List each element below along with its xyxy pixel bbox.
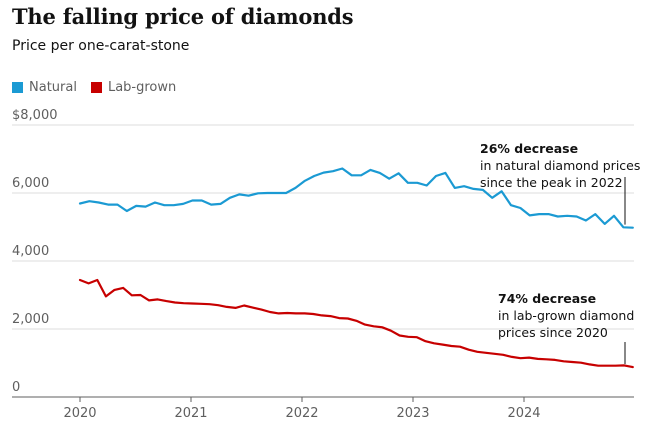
x-tick-label-2021: 2021	[174, 406, 207, 421]
annotation-lab-grown-heading: 74% decrease	[498, 291, 596, 306]
annotation-lab-grown-line-1: in lab-grown diamond	[498, 308, 634, 323]
y-tick-label-8000: $8,000	[12, 108, 58, 123]
series-lines	[78, 167, 634, 369]
chart-title: The falling price of diamonds	[12, 4, 354, 29]
legend-label-lab-grown: Lab-grown	[107, 80, 177, 95]
legend-item-natural: Natural	[12, 80, 77, 95]
legend-swatch-lab-grown	[90, 82, 102, 93]
gridlines	[12, 124, 634, 330]
annotation-natural-heading: 26% decrease	[480, 141, 578, 156]
chart-legend: Natural Lab-grown	[12, 80, 190, 95]
x-tick-label-2022: 2022	[285, 406, 318, 421]
y-axis-tick-labels: 0 2,000 4,000 6,000 $8,000	[12, 108, 58, 395]
annotations: 26% decrease in natural diamond prices s…	[480, 141, 640, 365]
y-tick-label-2000: 2,000	[12, 312, 49, 327]
legend-item-lab-grown: Lab-grown	[90, 80, 177, 95]
legend-swatch-natural	[12, 82, 23, 93]
annotation-lab-grown-line-2: prices since 2020	[498, 325, 608, 340]
annotation-natural-line-1: in natural diamond prices	[480, 158, 640, 173]
x-tick-label-2023: 2023	[396, 406, 429, 421]
annotation-natural-line-2: since the peak in 2022	[480, 175, 623, 190]
y-tick-label-0: 0	[12, 380, 20, 395]
x-tick-label-2024: 2024	[507, 406, 540, 421]
y-tick-label-4000: 4,000	[12, 244, 49, 259]
chart-subtitle: Price per one-carat-stone	[12, 38, 190, 54]
x-tick-label-2020: 2020	[63, 406, 96, 421]
legend-label-natural: Natural	[29, 80, 77, 95]
y-tick-label-6000: 6,000	[12, 176, 49, 191]
x-axis: 2020 2021 2022 2023 2024	[12, 396, 634, 421]
series-line-lab-grown	[78, 278, 634, 369]
series-line-natural	[78, 167, 634, 229]
